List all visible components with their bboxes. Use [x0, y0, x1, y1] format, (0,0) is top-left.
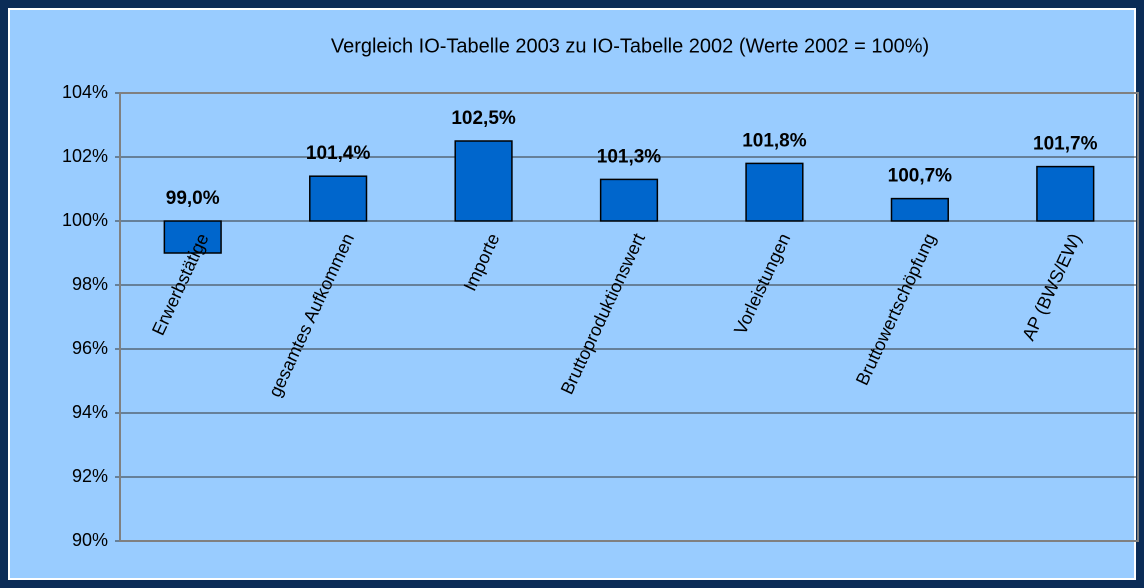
y-tick-label: 94% [72, 402, 108, 422]
bar [890, 197, 949, 222]
y-tick-label: 98% [72, 274, 108, 294]
data-label: 99,0% [166, 188, 220, 209]
y-tick-label: 92% [72, 466, 108, 486]
chart-title: Vergleich IO-Tabelle 2003 zu IO-Tabelle … [331, 35, 929, 57]
bar [163, 220, 222, 254]
data-label: 101,4% [306, 143, 371, 164]
plot-border [119, 92, 1139, 542]
data-label: 101,7% [1033, 134, 1098, 155]
y-tick-label: 102% [62, 146, 108, 166]
data-label: 100,7% [888, 166, 953, 187]
bar [599, 178, 659, 222]
data-label: 102,5% [451, 108, 516, 129]
bar [309, 175, 368, 222]
y-tick-label: 90% [72, 530, 108, 550]
y-tick-label: 100% [62, 210, 108, 230]
data-label: 101,3% [597, 146, 662, 167]
data-label: 101,8% [742, 130, 807, 151]
chart-background [8, 8, 1136, 580]
bar [745, 162, 804, 222]
y-tick-label: 96% [72, 338, 108, 358]
y-tick-label: 104% [62, 82, 108, 102]
bar [1036, 165, 1095, 222]
bar [454, 140, 513, 222]
